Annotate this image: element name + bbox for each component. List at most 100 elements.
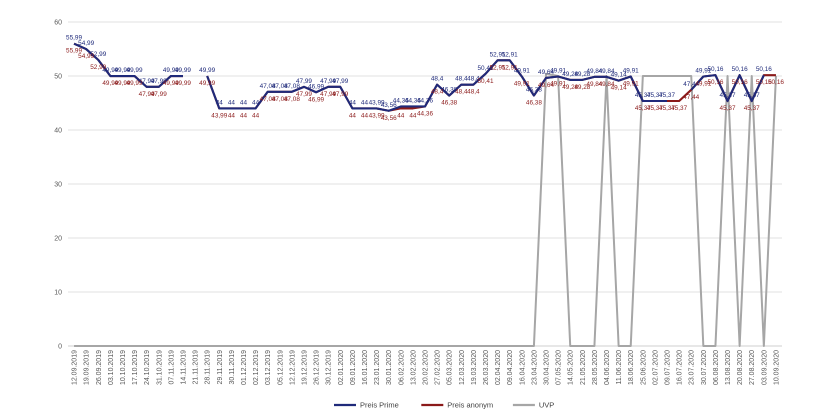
data-label: 44,36 [417,110,433,117]
data-label: 48,4 [455,89,468,96]
x-tick-label: 30.07.2020 [701,350,708,385]
data-label: 44 [349,112,357,119]
data-label: 46,99 [308,96,324,103]
x-tick-label: 12.12.2019 [289,350,296,385]
x-tick-label: 16.04.2020 [519,350,526,385]
data-label: 49,99 [163,67,179,74]
series-line-uvp [74,72,777,347]
x-tick-label: 01.12.2019 [241,350,248,385]
x-tick-label: 06.08.2020 [713,350,720,385]
data-label: 45,37 [720,105,736,112]
data-label: 49,91 [550,67,566,74]
series-lines [73,42,777,347]
y-tick-label: 40 [54,128,62,135]
gridlines [68,21,782,347]
y-tick-label: 10 [54,290,62,297]
data-label: 44 [240,112,248,119]
data-label: 49,64 [538,82,554,89]
x-tick-label: 12.09.2019 [72,350,79,385]
data-label: 52,91 [502,64,518,71]
data-label: 44 [349,99,357,106]
data-label: 44 [409,112,417,119]
x-tick-label: 24.10.2019 [144,350,151,385]
series-line-preis-prime [73,42,765,112]
x-tick-label: 06.02.2020 [398,350,405,385]
x-tick-label: 30.12.2019 [326,350,333,385]
x-tick-label: 05.03.2020 [447,350,454,385]
data-label: 50,16 [732,79,748,86]
data-label: 44 [228,112,236,119]
x-tick-label: 21.11.2019 [193,350,200,385]
data-label: 44 [252,99,260,106]
x-tick-label: 19.12.2019 [301,350,308,385]
data-label: 48,4 [467,89,480,96]
data-label: 50,16 [756,66,772,73]
y-tick-label: 60 [54,20,62,27]
data-label: 47,99 [151,78,167,85]
x-tick-label: 23.04.2020 [531,350,538,385]
data-label: 47,44 [683,94,699,101]
data-label: 44 [361,112,369,119]
x-tick-label: 28.11.2019 [205,350,212,385]
x-tick-label: 25.06.2020 [640,350,647,385]
data-label: 45,37 [635,92,651,99]
data-label: 50,41 [478,78,494,85]
data-label: 47,99 [332,78,348,85]
data-label: 50,16 [732,66,748,73]
data-label: 49,84 [599,68,615,75]
x-tick-label: 12.03.2020 [459,350,466,385]
data-label: 47,99 [139,78,155,85]
data-label: 45,37 [720,92,736,99]
data-label: 49,99 [199,80,215,87]
x-tick-label: 18.06.2020 [628,350,635,385]
legend-label: Preis Prime [360,401,399,410]
x-tick-label: 26.12.2019 [314,350,321,385]
data-label: 52,91 [490,64,506,71]
data-label: 45,37 [659,105,675,112]
x-tick-label: 04.06.2020 [604,350,611,385]
data-label: 45,37 [659,92,675,99]
x-tick-label: 26.09.2019 [96,350,103,385]
y-tick-label: 50 [54,74,62,81]
x-tick-label: 02.04.2020 [495,350,502,385]
data-label: 49,99 [102,80,118,87]
data-label: 55,99 [66,35,82,42]
x-tick-label: 09.04.2020 [507,350,514,385]
x-tick-label: 28.05.2020 [592,350,599,385]
data-label: 49,28 [562,84,578,91]
data-label: 49,91 [514,80,530,87]
data-label: 44 [361,99,369,106]
data-label: 47,08 [284,83,300,90]
data-label: 46,38 [526,87,542,94]
x-tick-label: 02.07.2020 [652,350,659,385]
data-label: 43,99 [369,99,385,106]
data-label: 48,4 [467,76,480,83]
data-label: 45,37 [744,92,760,99]
x-tick-label: 30.11.2019 [229,350,236,385]
x-tick-label: 26.03.2020 [483,350,490,385]
data-label: 44 [397,112,405,119]
data-label: 49,91 [550,80,566,87]
data-label: 50,16 [707,66,723,73]
data-label: 47,99 [151,91,167,98]
x-tick-label: 17.10.2019 [132,350,139,385]
data-label: 49,91 [695,80,711,87]
x-tick-label: 31.10.2019 [156,350,163,385]
data-label: 45,37 [635,105,651,112]
x-tick-label: 20.08.2020 [737,350,744,385]
data-label: 49,64 [538,69,554,76]
legend-label: UVP [539,401,554,410]
data-label: 44 [216,99,224,106]
data-label: 47,08 [260,96,276,103]
x-tick-label: 14.05.2020 [568,350,575,385]
x-axis: 12.09.2019 19.09.2019 26.09.2019 03.10.2019… [72,350,781,385]
legend-label: Preis anonym [447,401,493,410]
data-label: 47,99 [296,78,312,85]
x-tick-label: 13.08.2020 [725,350,732,385]
data-label: 49,91 [514,67,530,74]
data-label: 46,38 [441,87,457,94]
x-tick-label: 19.03.2020 [471,350,478,385]
data-label: 49,84 [586,68,602,75]
x-tick-label: 07.11.2019 [168,350,175,385]
data-label: 52,91 [490,51,506,58]
